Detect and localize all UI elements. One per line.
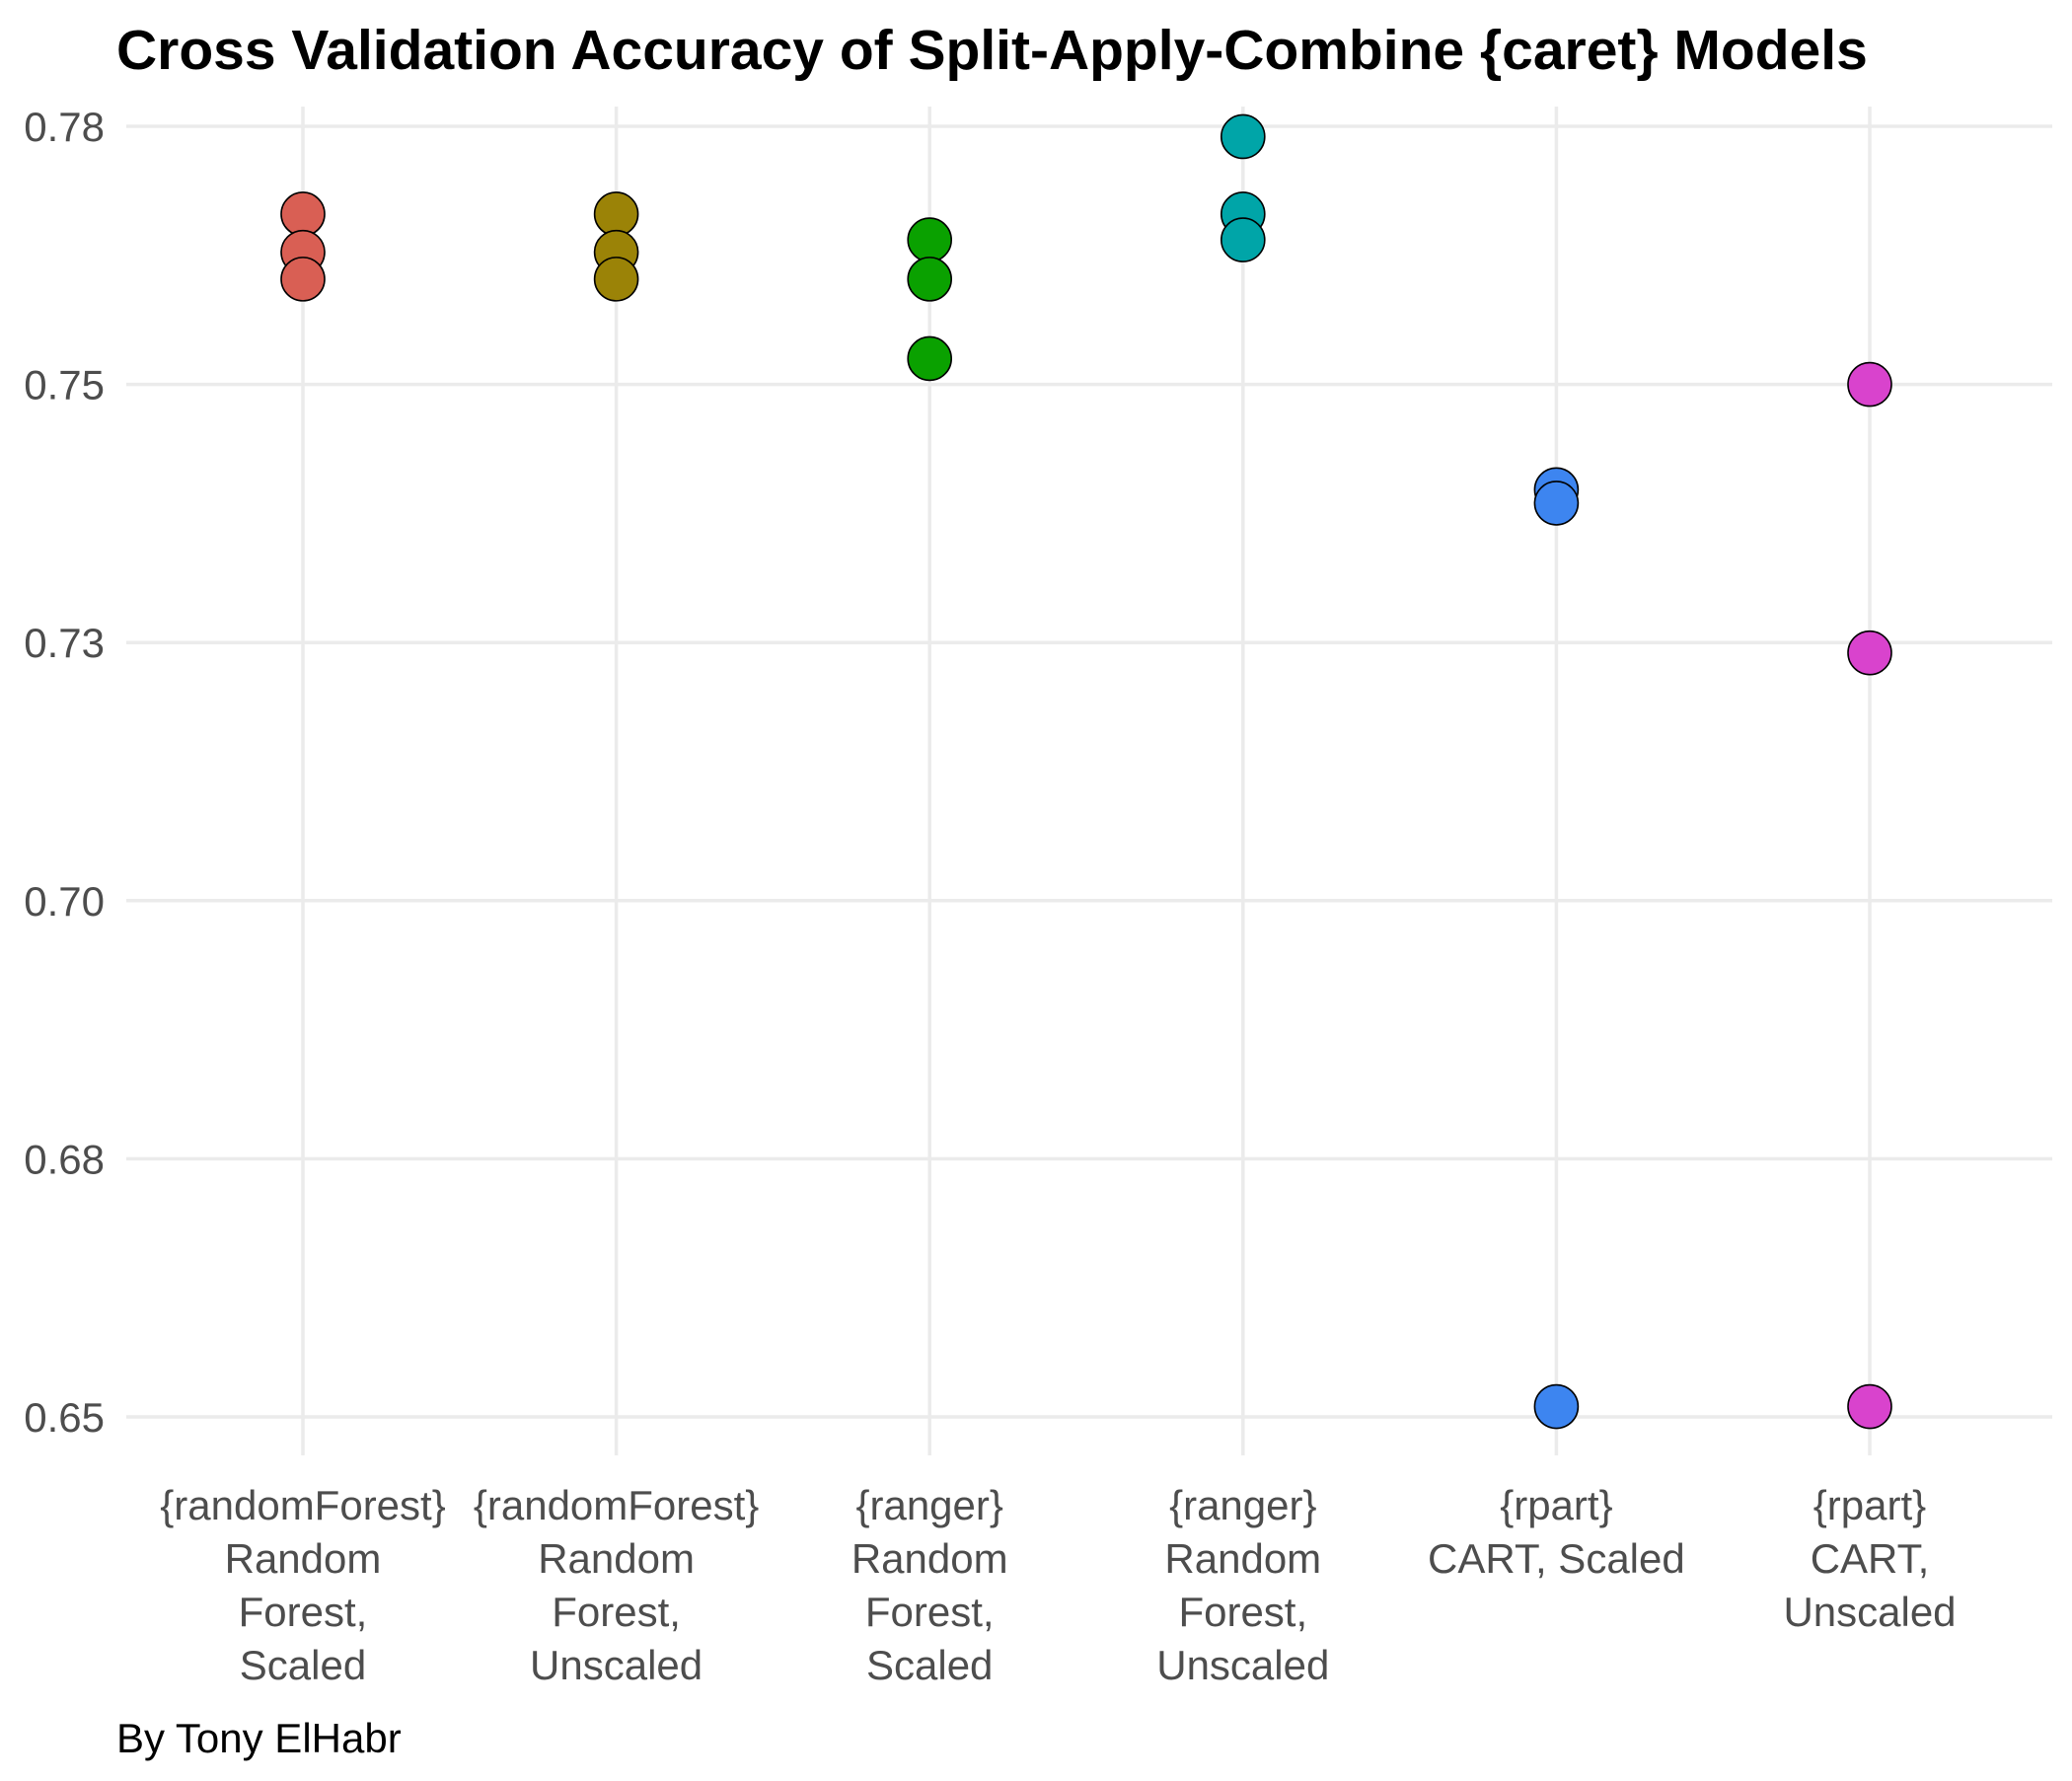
data-point <box>593 257 639 302</box>
x-tick-label: {rpart} CART, Unscaled <box>1783 1482 1956 1635</box>
data-point <box>593 191 639 237</box>
data-point <box>1847 361 1892 408</box>
y-tick-label: 0.73 <box>24 620 105 666</box>
data-point <box>280 191 326 237</box>
y-axis-tick-labels: 0.65 0.68 0.70 0.73 0.75 0.78 <box>24 104 105 1441</box>
y-tick-label: 0.70 <box>24 878 105 925</box>
y-tick-label: 0.75 <box>24 362 105 408</box>
chart-caption: By Tony ElHabr <box>116 1715 402 1761</box>
data-point <box>1221 113 1266 160</box>
x-tick-label: {ranger} Random Forest, Unscaled <box>1156 1482 1329 1688</box>
data-point <box>907 217 953 262</box>
data-point <box>1533 481 1580 526</box>
y-tick-label: 0.68 <box>24 1136 105 1182</box>
data-points <box>280 113 1892 1430</box>
data-point <box>1533 1383 1580 1430</box>
y-tick-label: 0.65 <box>24 1394 105 1441</box>
data-point <box>1847 1383 1892 1430</box>
data-point <box>907 257 953 302</box>
chart-title: Cross Validation Accuracy of Split-Apply… <box>116 19 1868 82</box>
x-tick-label: {randomForest} Random Forest, Scaled <box>160 1482 446 1688</box>
x-axis-tick-labels: {randomForest} Random Forest, Scaled{random… <box>160 1482 1956 1688</box>
data-point <box>1221 217 1266 262</box>
y-tick-label: 0.78 <box>24 104 105 150</box>
gridlines <box>126 107 2052 1455</box>
x-tick-label: {rpart} CART, Scaled <box>1428 1482 1685 1582</box>
data-point <box>280 257 326 302</box>
x-tick-label: {randomForest} Random Forest, Unscaled <box>474 1482 760 1688</box>
x-tick-label: {ranger} Random Forest, Scaled <box>851 1482 1008 1688</box>
data-point <box>907 335 953 382</box>
data-point <box>1847 630 1892 676</box>
